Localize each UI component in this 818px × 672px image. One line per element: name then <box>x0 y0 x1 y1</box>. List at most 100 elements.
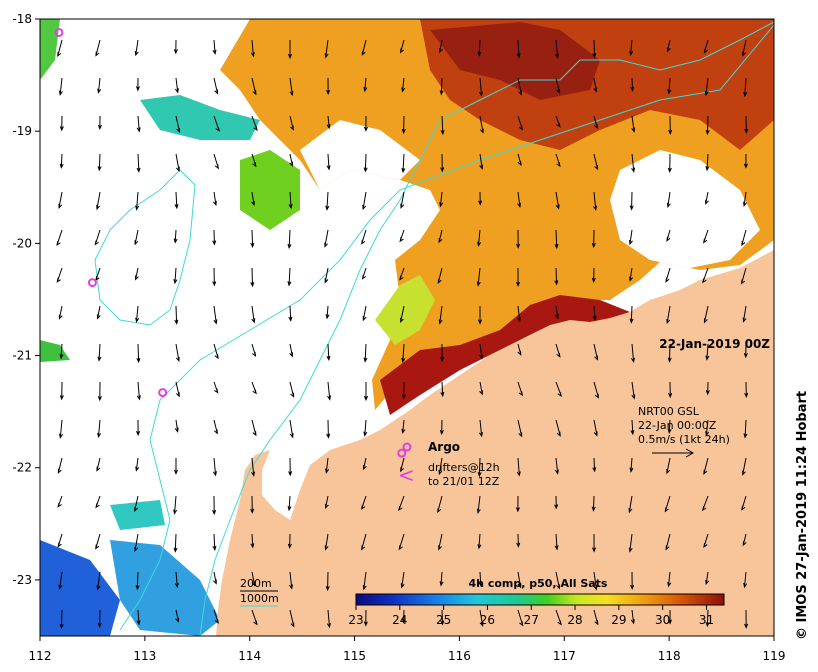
current-arrow <box>251 77 257 96</box>
current-arrow <box>744 381 749 399</box>
current-arrow <box>705 381 710 396</box>
current-arrow <box>592 457 597 473</box>
current-arrow <box>250 267 255 288</box>
current-arrow <box>478 571 483 587</box>
sst-patch-cyan-north <box>140 95 260 140</box>
current-arrow <box>743 77 748 98</box>
current-arrow <box>743 191 747 208</box>
drifter-legend-line2: to 21/01 12Z <box>428 475 500 488</box>
current-arrow <box>288 457 293 477</box>
current-arrow <box>363 153 368 173</box>
current-arrow <box>173 229 178 244</box>
current-arrow <box>326 419 331 439</box>
current-arrow <box>742 533 747 547</box>
current-arrow <box>593 77 598 93</box>
current-arrow <box>59 343 64 360</box>
current-arrow <box>665 533 671 551</box>
isobath-1000m <box>119 24 774 631</box>
current-arrow <box>174 77 179 94</box>
current-arrow <box>555 419 561 437</box>
current-arrow <box>362 305 367 322</box>
lat-tick-label: -18 <box>12 12 32 26</box>
current-arrow <box>289 609 295 628</box>
colorbar-title: 4h comp, p50, All Sats <box>469 577 608 590</box>
colorbar-tick-label: 29 <box>611 613 626 627</box>
current-arrow <box>742 39 747 57</box>
current-arrow <box>516 457 521 477</box>
current-arrow <box>363 381 368 402</box>
current-arrow <box>705 609 710 628</box>
current-arrow <box>592 533 597 553</box>
current-arrow <box>554 533 559 551</box>
current-arrow <box>326 153 331 171</box>
current-arrow <box>326 115 331 130</box>
current-arrow <box>136 419 141 437</box>
current-arrow <box>742 457 747 476</box>
current-arrow <box>58 305 63 320</box>
current-arrow <box>555 77 561 95</box>
current-arrow <box>665 267 671 283</box>
current-arrow <box>592 305 597 322</box>
current-arrow <box>667 419 672 435</box>
current-arrow <box>399 39 405 54</box>
current-arrow <box>58 571 63 590</box>
current-arrow <box>326 609 331 629</box>
current-arrow <box>251 419 257 437</box>
current-arrow <box>743 571 748 589</box>
current-arrow <box>136 343 141 364</box>
current-arrow <box>251 457 256 477</box>
current-arrow <box>593 343 599 361</box>
current-arrow <box>174 571 179 589</box>
current-arrow <box>401 609 406 624</box>
current-arrow <box>175 343 180 363</box>
sst-patch-teal-sw <box>110 500 165 530</box>
current-arrow <box>362 571 367 591</box>
current-arrow <box>666 457 671 475</box>
current-arrow <box>666 191 671 208</box>
isobath-plateau <box>94 169 196 326</box>
current-arrow <box>289 153 293 167</box>
current-arrow <box>59 153 64 169</box>
current-arrow <box>251 609 258 626</box>
current-arrow <box>363 419 368 437</box>
isobath-200m <box>199 21 774 636</box>
lon-tick-label: 115 <box>343 649 366 663</box>
current-arrow <box>477 305 483 325</box>
colorbar-tick-label: 25 <box>436 613 451 627</box>
current-arrow <box>666 305 671 325</box>
current-arrow <box>289 381 295 398</box>
argo-float <box>158 388 168 398</box>
current-arrow <box>437 495 443 514</box>
sst-patch-yellow-coast <box>375 275 435 345</box>
current-arrow <box>57 457 63 474</box>
current-arrow <box>327 381 332 401</box>
current-arrow <box>741 495 747 511</box>
lat-tick-label: -19 <box>12 124 32 138</box>
current-arrow <box>555 343 561 358</box>
current-arrow <box>554 229 559 250</box>
colorbar-tick-label: 27 <box>524 613 539 627</box>
current-arrow <box>479 609 484 628</box>
current-info-line2: 22-Jan 00:00Z <box>638 419 717 432</box>
current-arrow <box>555 571 560 590</box>
isobath-legend-1000m: 1000m <box>240 592 279 605</box>
current-arrow <box>134 39 139 57</box>
current-arrow <box>212 191 217 207</box>
current-arrow <box>631 153 636 173</box>
current-arrow <box>630 77 635 92</box>
current-arrow <box>516 267 521 288</box>
current-arrow <box>251 115 258 131</box>
current-arrow <box>97 115 102 131</box>
current-arrow <box>517 343 522 356</box>
current-arrow <box>743 419 748 439</box>
current-arrow <box>135 571 140 591</box>
current-arrow <box>398 495 405 512</box>
current-arrow <box>96 457 101 472</box>
current-arrow <box>59 381 64 401</box>
current-arrow <box>97 77 102 94</box>
current-arrow <box>591 267 596 283</box>
current-arrow <box>477 457 482 478</box>
current-arrow <box>57 39 63 57</box>
current-arrow <box>134 495 139 513</box>
current-arrow <box>740 267 747 285</box>
